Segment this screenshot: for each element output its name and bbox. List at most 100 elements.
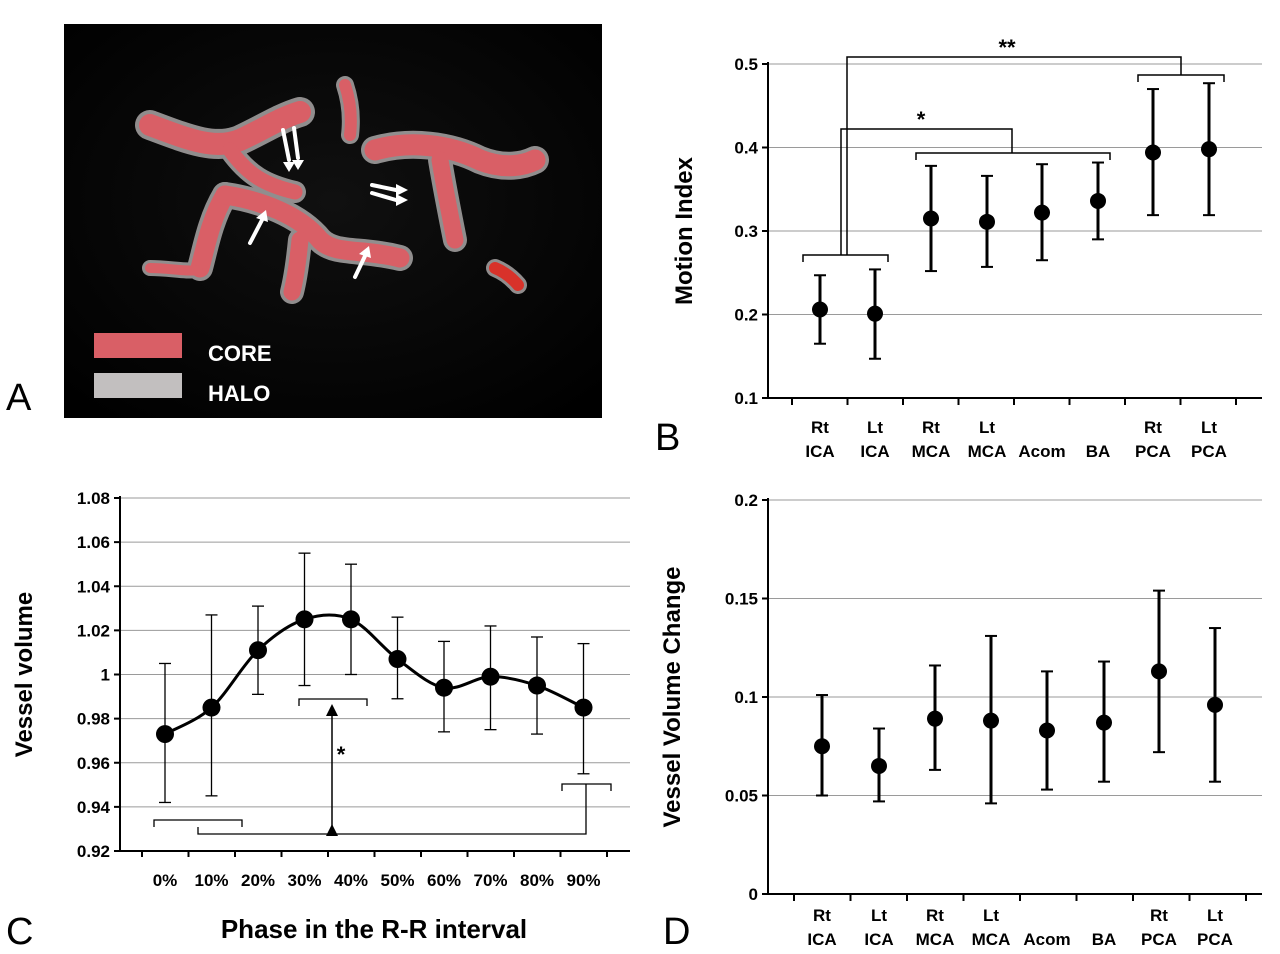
angiogram-background	[64, 24, 602, 418]
chart-b-data-point	[1034, 204, 1050, 221]
chart-d-y-tick-label: 0.2	[734, 491, 758, 510]
chart-b-x-label-bottom: Acom	[1018, 442, 1065, 461]
chart-c-data-point	[295, 610, 314, 629]
chart-d: 0 0.05 0.1 0.15 0.2 Vessel Volume Change Rt ICA…	[659, 491, 1262, 949]
chart-d-data-point	[1096, 714, 1112, 731]
chart-c-y-tick-label: 1.08	[77, 489, 110, 508]
chart-b-x-label-top: Lt	[979, 418, 995, 437]
chart-b-x-label-top: Rt	[1144, 418, 1162, 437]
chart-b-y-axis-label: Motion Index	[671, 156, 698, 305]
panel-letter-a: A	[6, 377, 32, 419]
chart-d-data-point	[1151, 663, 1167, 680]
panel-letter-b: B	[655, 417, 680, 459]
chart-c-data-point	[574, 698, 593, 717]
chart-c-y-tick-label: 0.98	[77, 710, 110, 729]
chart-b-x-label-top: Rt	[922, 418, 940, 437]
chart-c-x-tick-label: 70%	[473, 871, 507, 890]
chart-c-series-line	[164, 613, 585, 736]
chart-b-y-tick-label: 0.1	[734, 389, 758, 408]
chart-b-x-label-top: Rt	[811, 418, 829, 437]
chart-d-data-point	[871, 757, 887, 774]
chart-b-significance-double-star: **	[998, 35, 1016, 60]
chart-c-significance-star: *	[337, 742, 346, 767]
chart-b-bracket-mca-ba	[915, 152, 1111, 160]
chart-c-x-axis-label: Phase in the R-R interval	[221, 914, 527, 944]
chart-d-y-axis-label: Vessel Volume Change	[659, 567, 686, 828]
chart-b-y-tick-label: 0.5	[734, 55, 758, 74]
chart-c-x-tick-label: 10%	[194, 871, 228, 890]
panel-letter-c: C	[6, 911, 33, 953]
chart-b-data-point	[923, 210, 939, 227]
chart-d-data-point	[927, 710, 943, 727]
chart-c-y-tick-label: 0.94	[77, 798, 111, 817]
chart-c-comparison-line	[197, 784, 587, 835]
chart-d-x-label-bottom: PCA	[1197, 930, 1233, 949]
chart-d-y-tick-label: 0.05	[725, 787, 758, 806]
chart-c-data-point	[528, 676, 546, 695]
chart-d-x-label-top: Lt	[871, 906, 887, 925]
chart-c-bracket-start	[153, 819, 243, 827]
chart-d-x-label-top: Rt	[926, 906, 944, 925]
chart-b-comparison-single	[840, 128, 1013, 255]
chart-c-data-point	[249, 641, 267, 660]
panel-a: CORE HALO	[64, 24, 602, 418]
chart-b-x-label-bottom: ICA	[860, 442, 889, 461]
chart-b-x-label-bottom: MCA	[968, 442, 1007, 461]
chart-d-x-label-bottom: Acom	[1023, 930, 1070, 949]
chart-c-x-tick-label: 0%	[153, 871, 178, 890]
chart-d-x-label-bottom: MCA	[972, 930, 1011, 949]
chart-c-x-tick-label: 20%	[241, 871, 275, 890]
chart-b-data-point	[812, 301, 828, 318]
chart-c-y-tick-label: 1.02	[77, 621, 110, 640]
chart-b-significance-star: *	[917, 107, 926, 132]
chart-d-x-label-bottom: MCA	[916, 930, 955, 949]
chart-d-x-label-top: Lt	[983, 906, 999, 925]
chart-b-data-point	[1090, 192, 1106, 209]
chart-d-data-point	[983, 712, 999, 729]
chart-c-y-tick-label: 0.96	[77, 754, 110, 773]
legend-core-swatch	[94, 333, 182, 358]
chart-d-data-point	[1207, 696, 1223, 713]
chart-b-data-point	[979, 213, 995, 230]
legend-core-label: CORE	[208, 341, 272, 366]
chart-b: 0.1 0.2 0.3 0.4 0.5 Motion Index Rt ICA Lt ICA Rt M…	[671, 35, 1262, 461]
chart-b-x-label-bottom: ICA	[805, 442, 834, 461]
chart-d-x-label-bottom: ICA	[864, 930, 893, 949]
chart-c-data-point	[202, 698, 221, 717]
chart-c-y-tick-label: 1	[101, 666, 110, 685]
chart-d-x-label-bottom: ICA	[807, 930, 836, 949]
panel-letter-d: D	[663, 911, 690, 953]
chart-b-x-label-bottom: BA	[1086, 442, 1111, 461]
chart-b-comparison-double	[846, 56, 1182, 255]
chart-c-data-point	[388, 650, 407, 669]
chart-d-x-label-top: Rt	[813, 906, 831, 925]
chart-b-x-label-bottom: MCA	[912, 442, 951, 461]
chart-d-x-label-bottom: BA	[1092, 930, 1117, 949]
chart-b-bracket-ica	[802, 254, 889, 262]
chart-d-x-label-top: Rt	[1150, 906, 1168, 925]
chart-c-x-tick-label: 60%	[427, 871, 461, 890]
legend-halo-label: HALO	[208, 381, 270, 406]
chart-c-bracket-peak	[298, 698, 368, 706]
chart-b-y-tick-label: 0.3	[734, 222, 758, 241]
chart-c-x-tick-label: 30%	[287, 871, 321, 890]
chart-b-data-point	[1201, 141, 1217, 158]
chart-c-data-point	[156, 725, 174, 744]
chart-d-y-tick-label: 0.1	[734, 688, 758, 707]
chart-b-bracket-pca	[1137, 74, 1225, 82]
chart-c-x-tick-label: 80%	[520, 871, 554, 890]
chart-c-x-tick-label: 40%	[334, 871, 368, 890]
chart-c-y-tick-label: 1.06	[77, 533, 110, 552]
chart-c-data-point	[481, 667, 500, 686]
chart-c-data-point	[435, 678, 453, 697]
chart-b-x-label-top: Lt	[867, 418, 883, 437]
chart-b-y-tick-label: 0.2	[734, 306, 758, 325]
chart-c-y-axis-label: Vessel volume	[11, 592, 38, 757]
chart-d-y-tick-label: 0	[749, 885, 758, 904]
chart-c-data-point	[342, 610, 360, 629]
chart-d-data-point	[1039, 722, 1055, 739]
vessel-rendering-image	[135, 76, 549, 304]
chart-c-x-tick-label: 90%	[566, 871, 600, 890]
chart-d-x-label-bottom: PCA	[1141, 930, 1177, 949]
